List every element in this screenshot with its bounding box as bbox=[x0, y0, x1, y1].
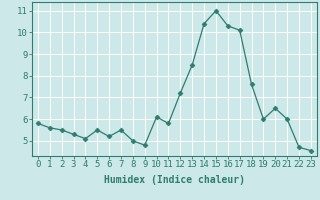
X-axis label: Humidex (Indice chaleur): Humidex (Indice chaleur) bbox=[104, 175, 245, 185]
